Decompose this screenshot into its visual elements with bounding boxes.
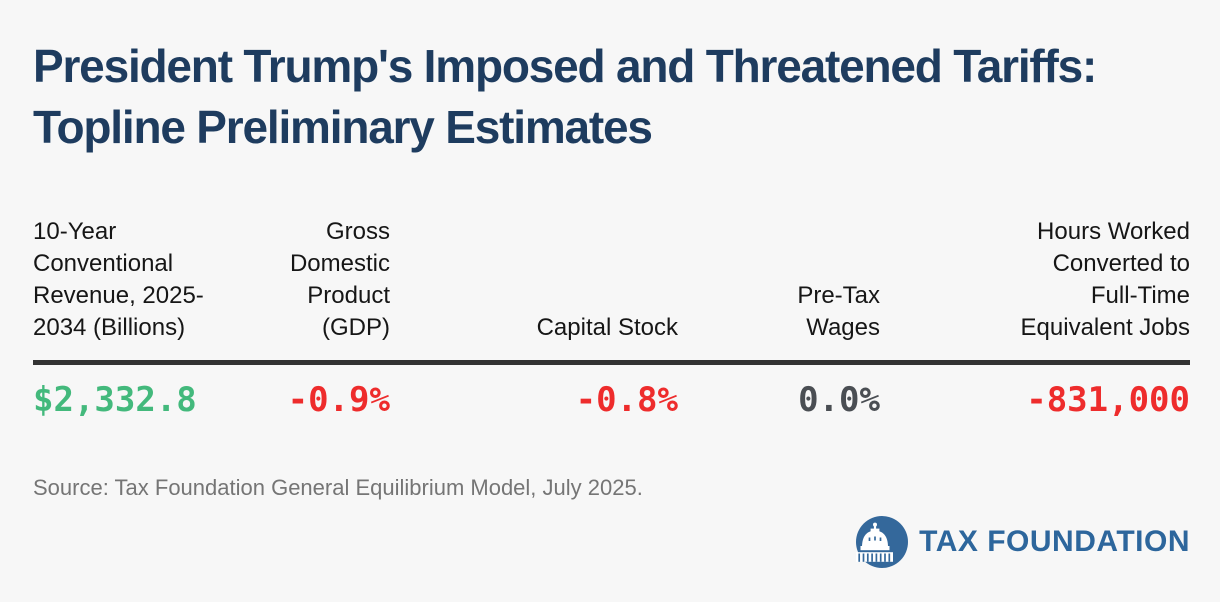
- value-pretax-wages: 0.0%: [798, 380, 880, 420]
- logo-wordmark: TAX FOUNDATION: [919, 525, 1190, 558]
- source-note: Source: Tax Foundation General Equilibri…: [33, 475, 643, 500]
- page-title: President Trump's Imposed and Threatened…: [33, 40, 1097, 153]
- value-revenue: $2,332.8: [33, 380, 197, 420]
- column-header-gdp: Gross Domestic Product (GDP): [289, 218, 390, 341]
- value-capital-stock: -0.8%: [575, 380, 678, 420]
- column-header-pretax-wages: Pre-Tax Wages: [797, 282, 880, 341]
- header-divider: [33, 360, 1190, 365]
- column-header-capital-stock: Capital Stock: [536, 314, 678, 341]
- value-jobs: -831,000: [1026, 380, 1190, 420]
- table-header-row: 10-Year Conventional Revenue, 2025-2034 …: [33, 216, 1190, 360]
- estimates-table: 10-Year Conventional Revenue, 2025-2034 …: [33, 216, 1190, 423]
- capitol-dome-icon: [856, 516, 909, 568]
- table-value-row: $2,332.8 -0.9% -0.8% 0.0% -831,000: [33, 365, 1190, 423]
- value-gdp: -0.9%: [287, 380, 390, 420]
- column-header-revenue: 10-Year Conventional Revenue, 2025-2034 …: [33, 218, 204, 341]
- column-header-jobs: Hours Worked Converted to Full-Time Equi…: [1020, 218, 1190, 341]
- tax-foundation-logo: TAX FOUNDATION: [33, 516, 1190, 568]
